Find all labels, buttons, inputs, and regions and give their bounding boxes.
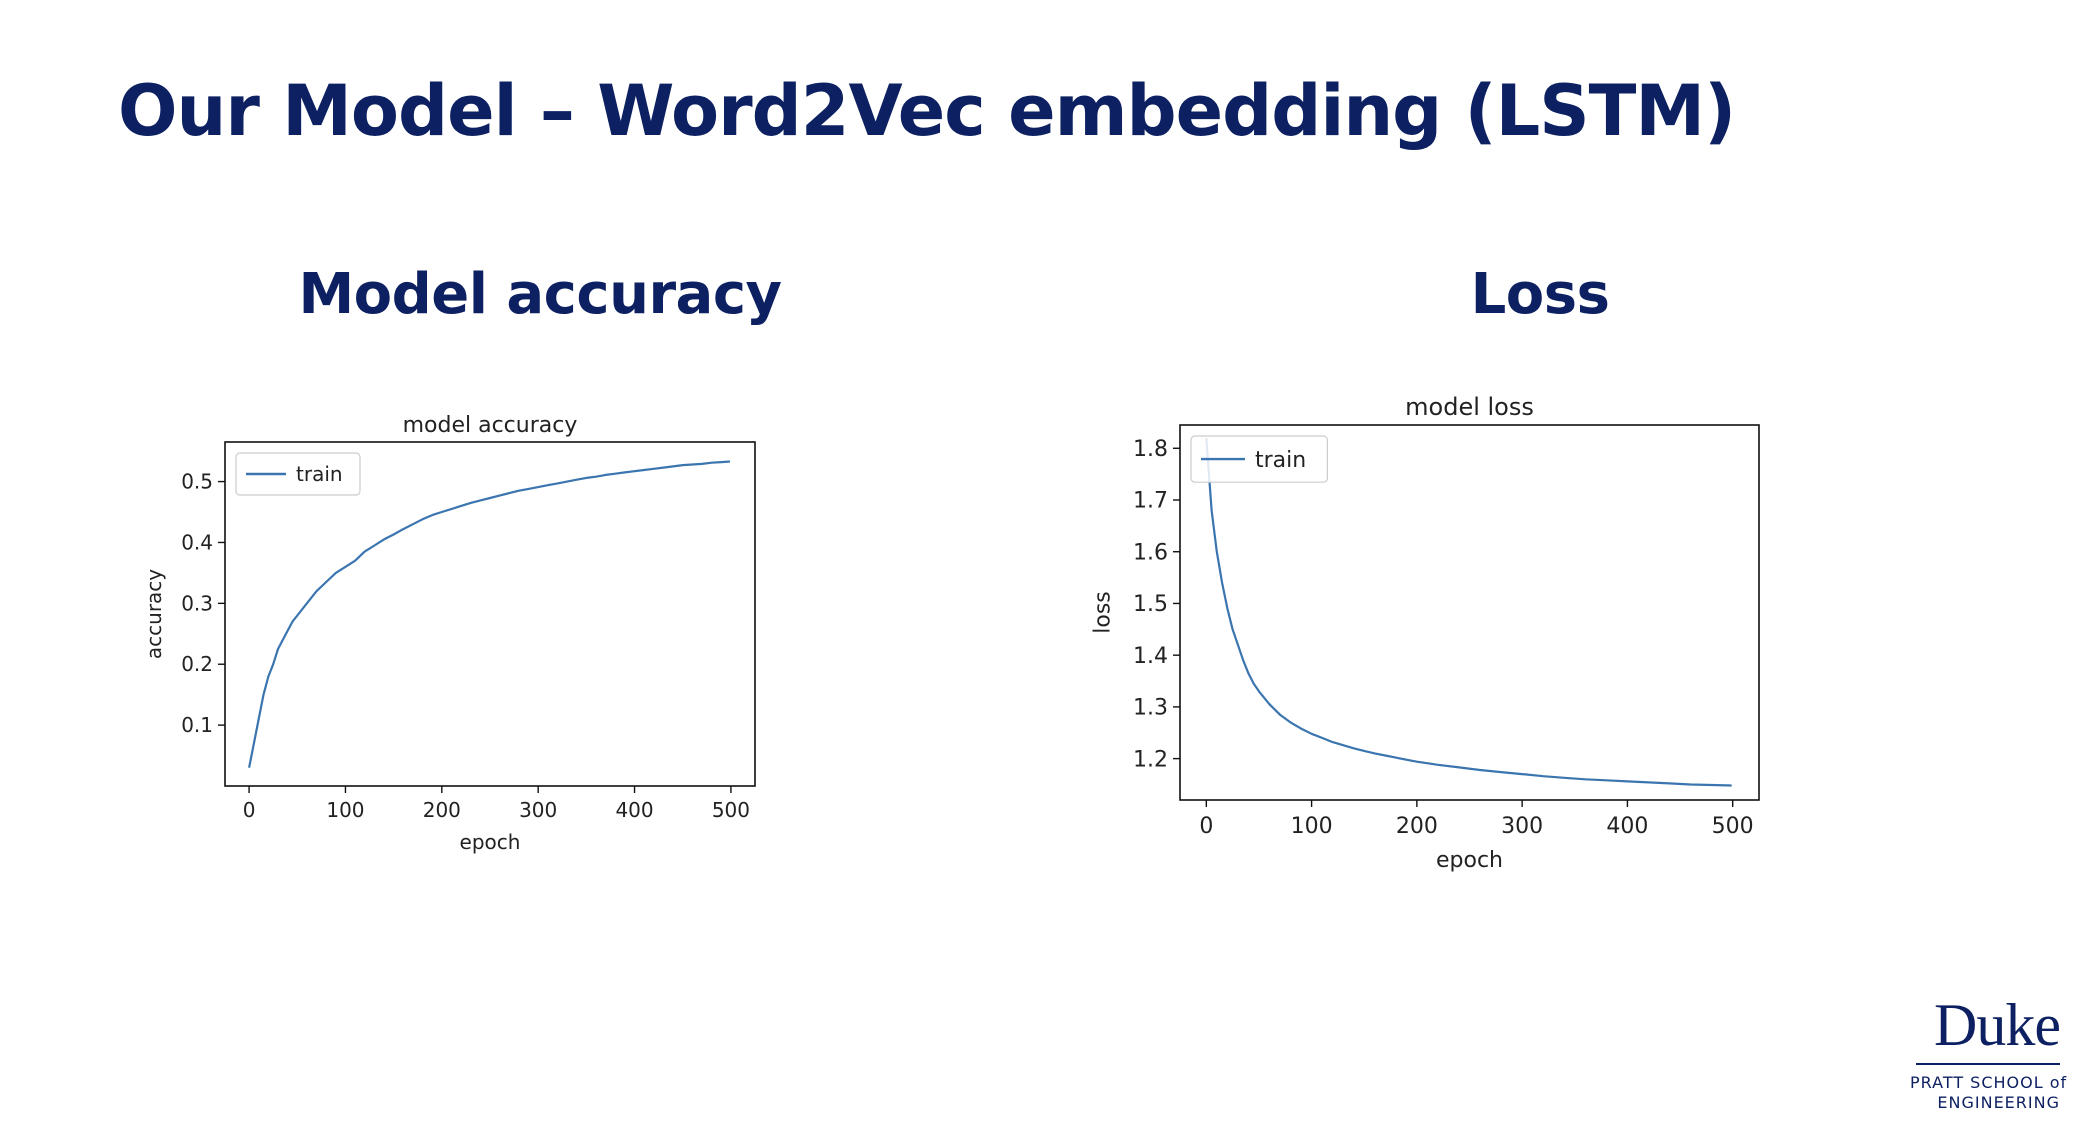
loss-axes-frame	[1179, 424, 1760, 801]
loss-y-tick-label: 1.6	[1133, 540, 1168, 565]
logo-divider	[1916, 1063, 2060, 1065]
loss-y-tick-label: 1.2	[1133, 747, 1168, 772]
accuracy-x-tick-label: 500	[712, 798, 750, 822]
loss-chart: model loss 0 100 200 300 400 500 1.2 1.3 1.4 1.5 1.…	[1091, 393, 1760, 873]
accuracy-x-tick-label: 200	[423, 798, 461, 822]
accuracy-y-tick-label: 0.5	[181, 470, 213, 494]
accuracy-plot-title: model accuracy	[403, 413, 578, 438]
accuracy-x-tick-label: 100	[326, 798, 364, 822]
loss-x-tick-label: 400	[1606, 814, 1648, 839]
loss-x-tick-label: 100	[1291, 814, 1333, 839]
accuracy-x-axis-label: epoch	[460, 830, 521, 854]
loss-y-tick-label: 1.5	[1133, 592, 1168, 617]
accuracy-y-axis-label: accuracy	[142, 569, 166, 659]
logo-engineering-line: ENGINEERING	[1937, 1093, 2060, 1112]
accuracy-y-tick-label: 0.4	[181, 530, 213, 554]
loss-legend: train	[1190, 435, 1328, 483]
duke-pratt-logo: Duke PRATT SCHOOL of ENGINEERING	[1910, 992, 2068, 1113]
accuracy-axes-frame	[224, 441, 756, 787]
loss-y-tick-label: 1.8	[1133, 437, 1168, 462]
loss-x-tick-label: 300	[1501, 814, 1543, 839]
accuracy-y-tick-label: 0.2	[181, 652, 213, 676]
loss-x-tick-label: 500	[1712, 814, 1754, 839]
accuracy-y-tick-label: 0.3	[181, 591, 213, 615]
logo-school-line: PRATT SCHOOL of	[1910, 1073, 2068, 1092]
loss-plot-title: model loss	[1405, 393, 1534, 421]
loss-y-axis-label: loss	[1091, 591, 1116, 634]
loss-y-tick-label: 1.3	[1133, 696, 1168, 721]
loss-series-train-line	[1205, 437, 1732, 787]
loss-legend-label: train	[1255, 448, 1306, 473]
accuracy-legend-label: train	[296, 462, 343, 486]
accuracy-heading: Model accuracy	[298, 262, 782, 327]
logo-wordmark: Duke	[1934, 992, 2061, 1058]
loss-legend-box	[1190, 435, 1328, 483]
loss-y-tick-label: 1.4	[1133, 644, 1168, 669]
accuracy-legend-box	[235, 452, 361, 496]
loss-y-tick-label: 1.7	[1133, 489, 1168, 514]
loss-x-tick-label: 200	[1396, 814, 1438, 839]
accuracy-x-tick-label: 0	[243, 798, 256, 822]
loss-x-tick-label: 0	[1199, 814, 1213, 839]
accuracy-x-tick-label: 400	[615, 798, 653, 822]
slide-title: Our Model – Word2Vec embedding (LSTM)	[118, 70, 1736, 152]
accuracy-y-tick-label: 0.1	[181, 713, 213, 737]
loss-heading: Loss	[1470, 262, 1610, 327]
accuracy-x-tick-label: 300	[519, 798, 557, 822]
accuracy-chart: model accuracy 0 100 200 300 400 500 0.1 0.2 0.3 0…	[142, 413, 756, 854]
loss-x-axis-label: epoch	[1436, 848, 1503, 873]
accuracy-series-train-line	[248, 460, 730, 768]
accuracy-legend: train	[235, 452, 361, 496]
